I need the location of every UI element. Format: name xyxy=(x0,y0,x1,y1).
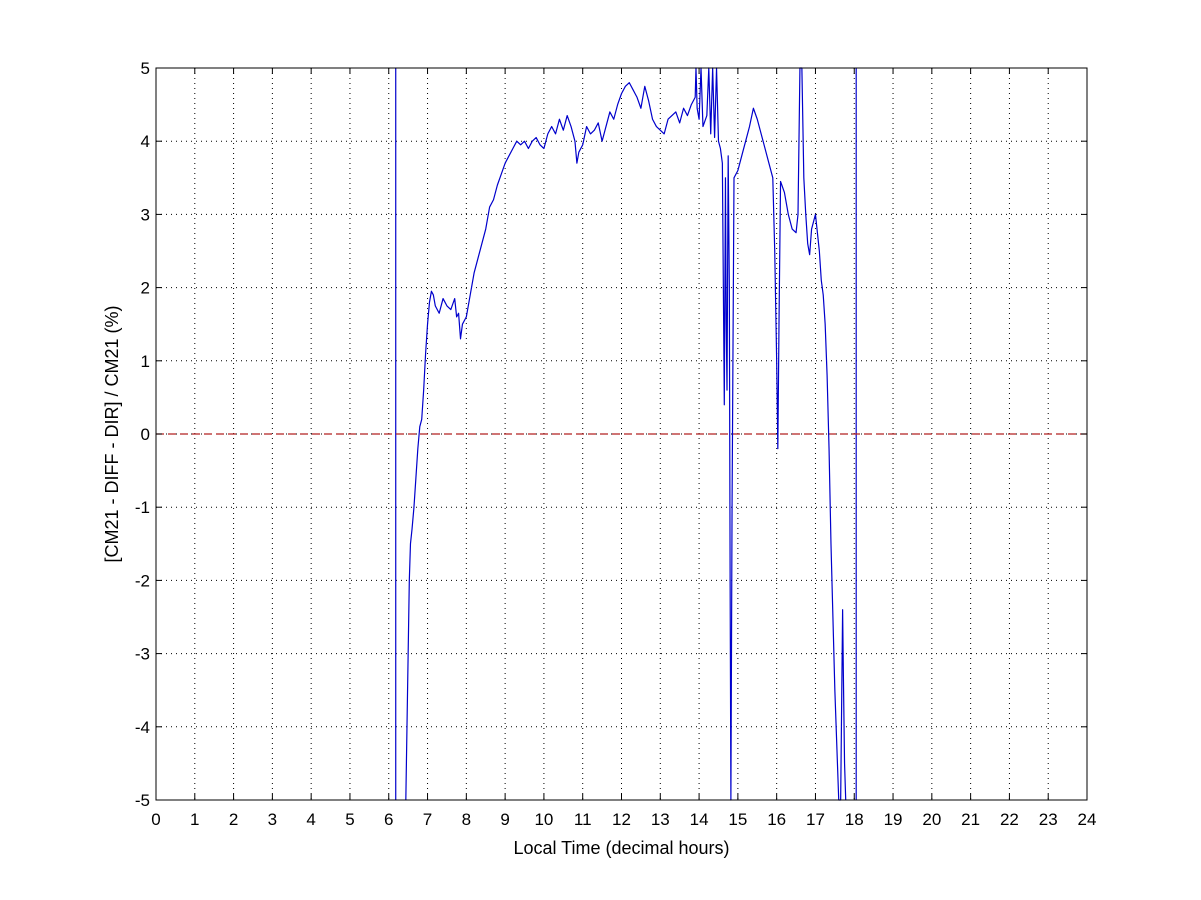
y-tick-label: 1 xyxy=(141,352,150,371)
x-tick-labels: 0 1 2 3 4 5 6 7 8 9 10 11 12 13 14 15 16 17 18 19 20 21 22 23 24 xyxy=(151,810,1096,829)
x-tick-label: 14 xyxy=(690,810,709,829)
x-tick-label: 10 xyxy=(534,810,553,829)
x-axis-title: Local Time (decimal hours) xyxy=(513,838,729,858)
y-tick-label: 2 xyxy=(141,279,150,298)
y-tick-label: -5 xyxy=(135,791,150,810)
x-tick-label: 22 xyxy=(1000,810,1019,829)
y-tick-label: -4 xyxy=(135,718,150,737)
y-axis-title: [CM21 - DIFF - DIR] / CM21 (%) xyxy=(102,305,122,562)
tick-marks xyxy=(155,67,1088,801)
series-line xyxy=(405,67,847,801)
y-tick-labels: -5 -4 -3 -2 -1 0 1 2 3 4 5 xyxy=(135,59,150,810)
x-tick-label: 11 xyxy=(574,810,592,829)
x-tick-label: 12 xyxy=(612,810,631,829)
x-tick-label: 15 xyxy=(728,810,747,829)
x-tick-label: 13 xyxy=(651,810,670,829)
x-tick-label: 16 xyxy=(767,810,786,829)
x-tick-label: 19 xyxy=(884,810,903,829)
x-tick-label: 4 xyxy=(306,810,315,829)
x-tick-label: 0 xyxy=(151,810,160,829)
plot-area: 0 1 2 3 4 5 6 7 8 9 10 11 12 13 14 15 16 17 18 19 20 21 22 23 24… xyxy=(135,59,1097,829)
x-tick-label: 8 xyxy=(462,810,471,829)
y-tick-label: -3 xyxy=(135,645,150,664)
y-tick-label: -1 xyxy=(135,498,150,517)
x-tick-label: 3 xyxy=(268,810,277,829)
x-tick-label: 5 xyxy=(345,810,354,829)
x-tick-label: 7 xyxy=(423,810,432,829)
x-tick-label: 9 xyxy=(500,810,509,829)
x-tick-label: 6 xyxy=(384,810,393,829)
y-tick-label: 4 xyxy=(141,132,150,151)
x-tick-label: 17 xyxy=(806,810,825,829)
y-tick-label: 5 xyxy=(141,59,150,78)
x-tick-label: 20 xyxy=(922,810,941,829)
y-tick-label: 0 xyxy=(141,425,150,444)
y-tick-label: -2 xyxy=(135,571,150,590)
x-tick-label: 1 xyxy=(190,810,199,829)
x-tick-label: 2 xyxy=(229,810,238,829)
x-tick-label: 18 xyxy=(845,810,864,829)
x-tick-label: 23 xyxy=(1039,810,1058,829)
y-tick-label: 3 xyxy=(141,205,150,224)
x-tick-label: 21 xyxy=(961,810,980,829)
x-tick-label: 24 xyxy=(1078,810,1097,829)
